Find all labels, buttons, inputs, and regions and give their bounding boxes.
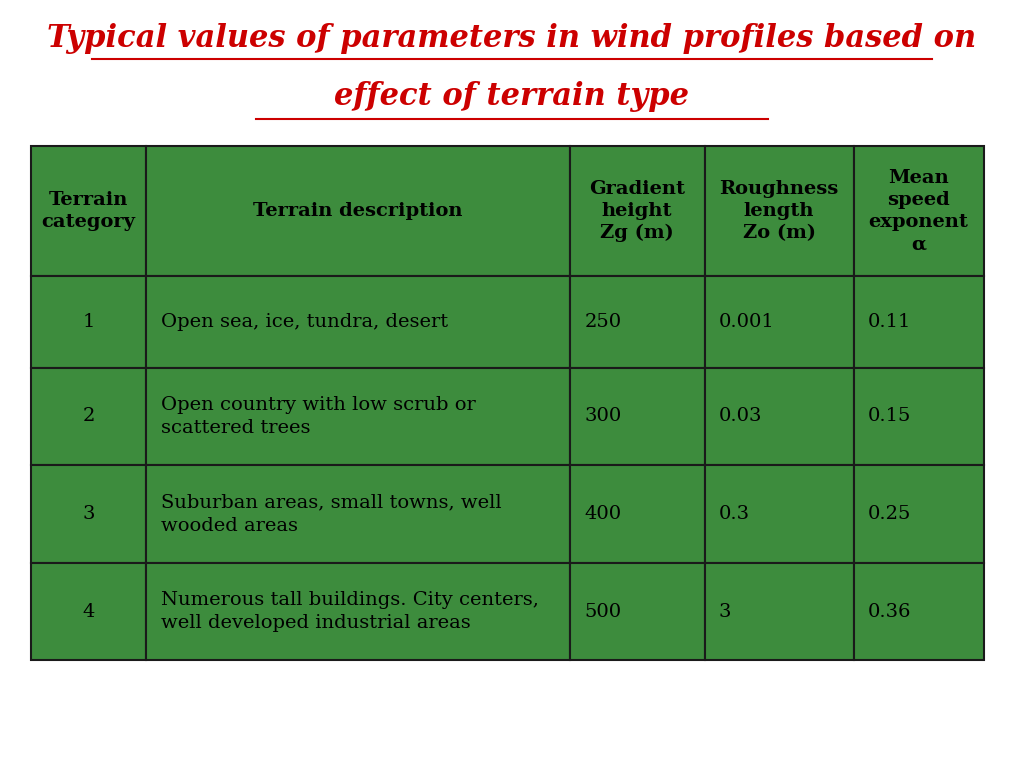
Text: 0.11: 0.11 xyxy=(868,313,911,331)
Bar xyxy=(146,563,569,660)
Bar xyxy=(854,465,984,563)
Bar xyxy=(146,276,569,368)
Bar xyxy=(569,276,705,368)
Bar xyxy=(854,276,984,368)
Text: 0.03: 0.03 xyxy=(719,408,763,425)
Text: Suburban areas, small towns, well
wooded areas: Suburban areas, small towns, well wooded… xyxy=(161,493,502,535)
Text: 250: 250 xyxy=(584,313,622,331)
Bar xyxy=(705,563,854,660)
Text: 0.25: 0.25 xyxy=(868,505,911,523)
Text: Open sea, ice, tundra, desert: Open sea, ice, tundra, desert xyxy=(161,313,447,331)
Bar xyxy=(569,465,705,563)
Bar xyxy=(31,465,146,563)
Text: 0.15: 0.15 xyxy=(868,408,911,425)
Bar xyxy=(31,563,146,660)
Text: effect of terrain type: effect of terrain type xyxy=(335,81,689,112)
Text: Numerous tall buildings. City centers,
well developed industrial areas: Numerous tall buildings. City centers, w… xyxy=(161,591,539,632)
Text: 3: 3 xyxy=(719,603,731,621)
Text: Terrain description: Terrain description xyxy=(253,202,463,220)
Text: Gradient
height
Zg (m): Gradient height Zg (m) xyxy=(589,180,685,243)
Bar xyxy=(705,146,854,276)
Text: Typical values of parameters in wind profiles based on: Typical values of parameters in wind pro… xyxy=(47,23,977,55)
Bar xyxy=(31,368,146,465)
Text: Mean
speed
exponent
α: Mean speed exponent α xyxy=(868,169,969,253)
Text: 4: 4 xyxy=(82,603,94,621)
Text: 0.3: 0.3 xyxy=(719,505,750,523)
Bar xyxy=(146,146,569,276)
Bar xyxy=(146,465,569,563)
Text: 0.001: 0.001 xyxy=(719,313,775,331)
Bar xyxy=(31,276,146,368)
Bar xyxy=(854,368,984,465)
Text: 2: 2 xyxy=(82,408,94,425)
Text: 500: 500 xyxy=(584,603,622,621)
Bar xyxy=(854,146,984,276)
Bar xyxy=(705,465,854,563)
Bar xyxy=(569,146,705,276)
Text: 3: 3 xyxy=(82,505,95,523)
Text: 300: 300 xyxy=(584,408,622,425)
Bar xyxy=(31,146,146,276)
Bar xyxy=(705,368,854,465)
Text: Open country with low scrub or
scattered trees: Open country with low scrub or scattered… xyxy=(161,396,475,437)
Bar xyxy=(705,276,854,368)
Text: Terrain
category: Terrain category xyxy=(42,191,135,231)
Bar xyxy=(854,563,984,660)
Text: 400: 400 xyxy=(584,505,622,523)
Bar xyxy=(146,368,569,465)
Bar xyxy=(569,563,705,660)
Text: Roughness
length
Zo (m): Roughness length Zo (m) xyxy=(720,180,839,242)
Bar xyxy=(569,368,705,465)
Text: 1: 1 xyxy=(82,313,94,331)
Text: 0.36: 0.36 xyxy=(868,603,911,621)
